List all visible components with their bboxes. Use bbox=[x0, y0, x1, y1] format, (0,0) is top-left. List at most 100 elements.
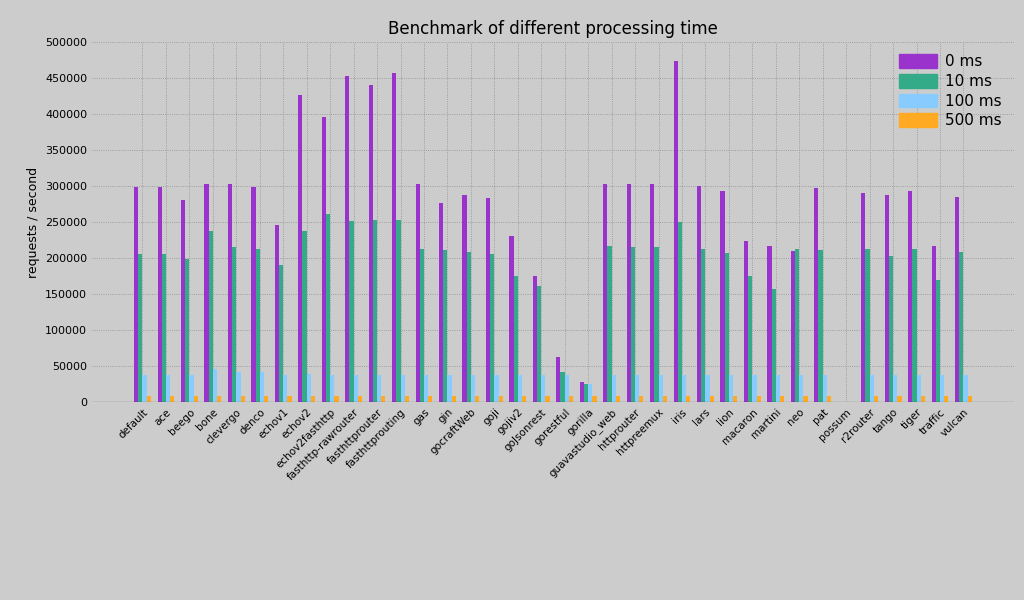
Bar bbox=[733, 396, 737, 402]
Bar bbox=[701, 248, 706, 402]
Bar bbox=[639, 396, 643, 402]
Bar bbox=[861, 193, 865, 402]
Bar bbox=[827, 396, 831, 402]
Bar bbox=[654, 247, 658, 402]
Bar bbox=[302, 232, 306, 402]
Bar bbox=[447, 376, 452, 402]
Bar bbox=[542, 376, 546, 402]
Bar bbox=[725, 253, 729, 402]
Bar bbox=[189, 376, 194, 402]
Bar bbox=[674, 61, 678, 402]
Bar bbox=[791, 251, 795, 402]
Bar bbox=[237, 372, 241, 402]
Bar bbox=[158, 187, 162, 402]
Bar bbox=[592, 396, 597, 402]
Bar bbox=[749, 276, 753, 402]
Bar bbox=[162, 254, 166, 402]
Bar bbox=[921, 396, 925, 402]
Legend: 0 ms, 10 ms, 100 ms, 500 ms: 0 ms, 10 ms, 100 ms, 500 ms bbox=[895, 50, 1007, 133]
Bar bbox=[940, 376, 944, 402]
Bar bbox=[729, 376, 733, 402]
Bar bbox=[369, 85, 373, 402]
Bar bbox=[537, 286, 542, 402]
Bar bbox=[463, 196, 467, 402]
Bar bbox=[279, 265, 284, 402]
Bar bbox=[873, 396, 878, 402]
Bar bbox=[146, 396, 151, 402]
Bar bbox=[518, 376, 522, 402]
Bar bbox=[865, 250, 869, 402]
Bar bbox=[767, 246, 771, 402]
Bar bbox=[753, 376, 757, 402]
Bar bbox=[404, 396, 409, 402]
Bar bbox=[710, 396, 714, 402]
Bar bbox=[373, 220, 377, 402]
Bar bbox=[912, 248, 916, 402]
Bar bbox=[264, 396, 268, 402]
Bar bbox=[818, 250, 822, 402]
Bar bbox=[485, 197, 490, 402]
Bar bbox=[885, 196, 889, 402]
Bar bbox=[607, 247, 611, 402]
Bar bbox=[509, 236, 514, 402]
Bar bbox=[584, 384, 588, 402]
Bar bbox=[804, 396, 808, 402]
Bar bbox=[663, 396, 667, 402]
Bar bbox=[166, 376, 170, 402]
Bar bbox=[322, 117, 326, 402]
Bar bbox=[615, 396, 621, 402]
Bar bbox=[256, 250, 260, 402]
Bar bbox=[908, 191, 912, 402]
Bar bbox=[377, 374, 381, 402]
Bar bbox=[514, 276, 518, 402]
Bar bbox=[757, 396, 761, 402]
Bar bbox=[560, 372, 564, 402]
Bar bbox=[288, 396, 292, 402]
Bar bbox=[306, 374, 311, 402]
Bar bbox=[209, 232, 213, 402]
Bar bbox=[800, 376, 804, 402]
Bar bbox=[357, 396, 362, 402]
Bar bbox=[889, 256, 893, 402]
Bar bbox=[311, 396, 315, 402]
Bar bbox=[349, 221, 353, 402]
Bar bbox=[471, 376, 475, 402]
Bar bbox=[721, 191, 725, 402]
Bar bbox=[232, 247, 237, 402]
Bar bbox=[556, 358, 560, 402]
Bar bbox=[400, 374, 404, 402]
Bar bbox=[686, 396, 690, 402]
Bar bbox=[964, 376, 968, 402]
Bar bbox=[499, 396, 503, 402]
Bar bbox=[443, 250, 447, 402]
Bar bbox=[936, 280, 940, 402]
Bar bbox=[452, 396, 456, 402]
Bar bbox=[569, 396, 573, 402]
Bar bbox=[869, 376, 873, 402]
Bar bbox=[916, 374, 921, 402]
Bar bbox=[490, 254, 495, 402]
Bar bbox=[588, 384, 592, 402]
Bar bbox=[532, 276, 537, 402]
Bar bbox=[284, 374, 288, 402]
Bar bbox=[298, 95, 302, 402]
Title: Benchmark of different processing time: Benchmark of different processing time bbox=[388, 20, 718, 38]
Bar bbox=[706, 376, 710, 402]
Bar bbox=[260, 372, 264, 402]
Bar bbox=[241, 396, 245, 402]
Bar bbox=[392, 73, 396, 402]
Bar bbox=[134, 187, 138, 402]
Bar bbox=[932, 246, 936, 402]
Bar bbox=[959, 252, 964, 402]
Bar bbox=[181, 200, 185, 402]
Bar bbox=[635, 376, 639, 402]
Bar bbox=[138, 254, 142, 402]
Bar bbox=[251, 187, 256, 402]
Bar bbox=[228, 184, 232, 402]
Bar bbox=[603, 184, 607, 402]
Bar bbox=[968, 396, 972, 402]
Bar bbox=[335, 396, 339, 402]
Bar bbox=[495, 376, 499, 402]
Bar bbox=[396, 220, 400, 402]
Bar bbox=[205, 184, 209, 402]
